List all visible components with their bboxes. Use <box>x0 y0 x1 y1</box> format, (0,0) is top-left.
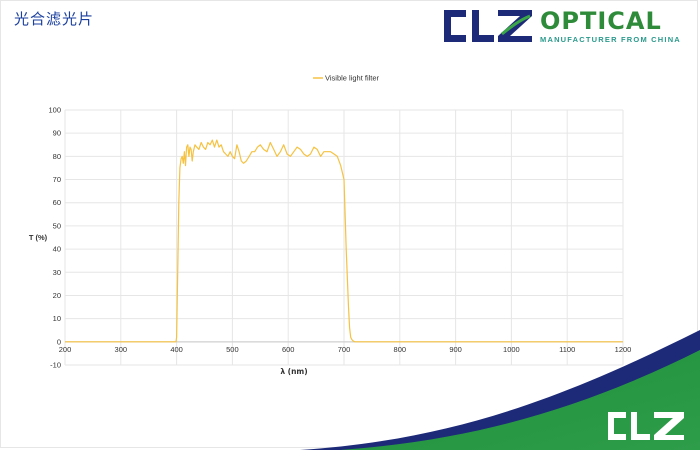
x-tick-label: 500 <box>226 345 239 354</box>
y-tick-label: 20 <box>53 291 61 300</box>
x-tick-label: 700 <box>338 345 351 354</box>
y-tick-label: 10 <box>53 314 61 323</box>
y-tick-label: -10 <box>50 361 61 370</box>
y-tick-label: 0 <box>57 337 61 346</box>
x-tick-label: 300 <box>115 345 128 354</box>
x-axis-label: λ (nm) <box>280 367 307 376</box>
series-line <box>65 139 623 343</box>
brand-logo-icon <box>444 10 532 42</box>
x-tick-label: 1200 <box>615 345 632 354</box>
y-tick-label: 100 <box>48 106 61 115</box>
y-tick-label: 60 <box>53 198 61 207</box>
page-title: 光合滤光片 <box>14 10 95 28</box>
y-tick-label: 80 <box>53 152 61 161</box>
brand-name: OPTICAL <box>540 7 662 35</box>
y-tick-label: 90 <box>53 129 61 138</box>
x-tick-label: 1100 <box>559 345 575 354</box>
y-tick-label: 70 <box>53 175 61 184</box>
brand-header: OPTICAL MANUFACTURER FROM CHINA <box>440 6 690 46</box>
brand-tagline: MANUFACTURER FROM CHINA <box>540 35 681 44</box>
x-tick-label: 200 <box>59 345 72 354</box>
x-tick-label: 800 <box>394 345 407 354</box>
x-tick-label: 400 <box>170 345 183 354</box>
x-tick-label: 1000 <box>503 345 520 354</box>
y-tick-label: 40 <box>53 245 61 254</box>
y-axis-label: T (%) <box>29 233 48 242</box>
corner-logo-icon <box>608 412 684 440</box>
y-tick-label: 30 <box>53 268 61 277</box>
x-tick-label: 900 <box>449 345 462 354</box>
legend-label[interactable]: Visible light filter <box>325 74 380 83</box>
x-tick-label: 600 <box>282 345 295 354</box>
y-tick-label: 50 <box>53 221 61 230</box>
